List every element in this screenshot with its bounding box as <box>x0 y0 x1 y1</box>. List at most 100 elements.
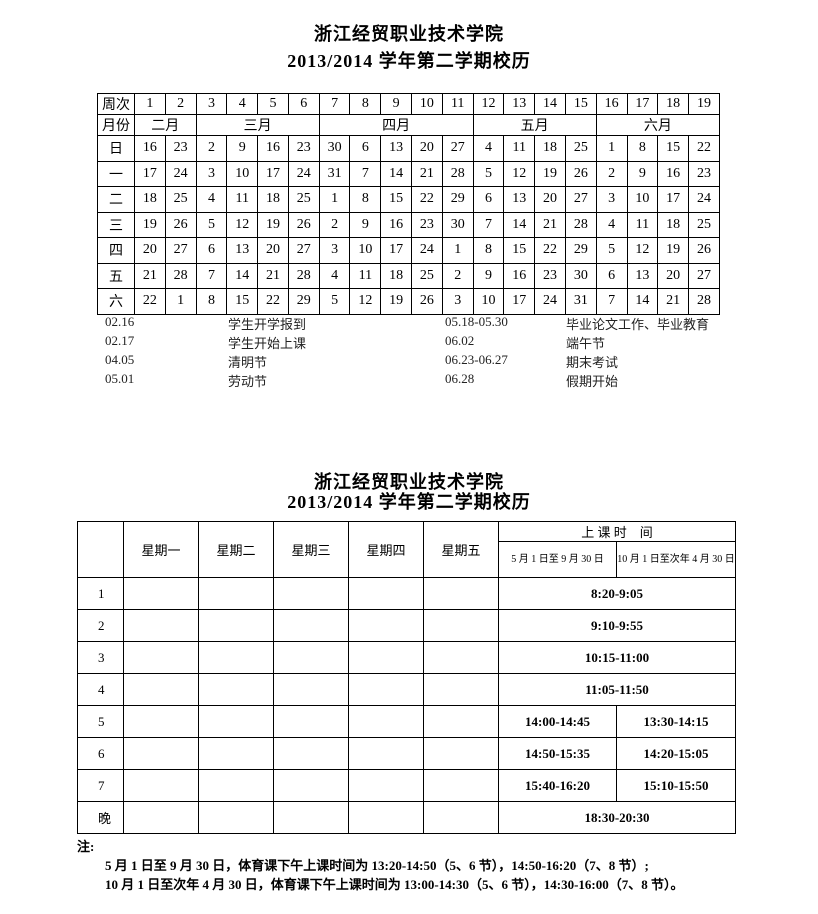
schedule-cell <box>123 609 199 642</box>
date-cell: 16 <box>503 262 536 289</box>
date-cell: 22 <box>411 186 443 213</box>
schedule-cell <box>123 673 199 706</box>
class-time: 18:30-20:30 <box>497 801 737 834</box>
date-cell: 26 <box>164 211 197 238</box>
week-number: 3 <box>195 93 228 115</box>
event-date: 04.05 <box>105 352 135 367</box>
schedule-cell <box>348 609 424 642</box>
date-cell: 20 <box>257 237 289 264</box>
date-cell: 24 <box>287 160 320 187</box>
date-cell: 16 <box>380 211 413 238</box>
date-cell: 7 <box>472 211 505 238</box>
period-row: 5 14:00-14:45 13:30-14:15 <box>77 705 737 738</box>
week-number: 6 <box>287 93 320 115</box>
event-date: 06.02 <box>445 333 475 348</box>
date-cell: 28 <box>688 288 720 315</box>
month-cell: 二月 <box>134 114 197 136</box>
date-cell: 28 <box>441 160 474 187</box>
date-cell: 18 <box>534 135 566 162</box>
date-cell: 2 <box>318 211 351 238</box>
week-row: 周次 1 2 3 4 5 6 7 8 9 10 11 12 13 14 15 16 17 18 19 <box>97 93 720 115</box>
weekday-label: 四 <box>97 237 135 264</box>
date-cell: 27 <box>287 237 320 264</box>
schedule-cell <box>423 577 499 610</box>
weekday-label: 一 <box>97 160 135 187</box>
note-line: 5 月 1 日至 9 月 30 日，体育课下午上课时间为 13:20-14:50… <box>105 858 649 873</box>
date-cell: 27 <box>688 262 720 289</box>
month-cell: 六月 <box>595 114 721 136</box>
date-cell: 16 <box>257 135 289 162</box>
schedule-cell <box>198 769 274 802</box>
date-cell: 21 <box>411 160 443 187</box>
date-cell: 30 <box>318 135 351 162</box>
date-cell: 23 <box>164 135 197 162</box>
week-number: 7 <box>318 93 351 115</box>
date-cell: 9 <box>472 262 505 289</box>
schedule-cell <box>123 737 199 770</box>
schedule-cell <box>273 673 349 706</box>
date-cell: 4 <box>595 211 628 238</box>
date-cell: 8 <box>472 237 505 264</box>
date-cell: 26 <box>688 237 720 264</box>
event-text: 劳动节 <box>228 374 268 389</box>
date-cell: 1 <box>164 288 197 315</box>
date-cell: 3 <box>595 186 628 213</box>
date-cell: 22 <box>688 135 720 162</box>
class-time: 14:50-15:35 <box>498 737 617 770</box>
date-cell: 20 <box>411 135 443 162</box>
schedule-cell <box>348 705 424 738</box>
date-cell: 2 <box>595 160 628 187</box>
period-row: 1 8:20-9:05 <box>77 577 737 610</box>
schedule-cell <box>198 673 274 706</box>
date-cell: 26 <box>411 288 443 315</box>
day-row: 一 17 24 3 10 17 24 31 7 14 21 28 5 12 19 26 2 9 16 23 <box>97 160 720 187</box>
week-number: 12 <box>472 93 505 115</box>
class-time: 8:20-9:05 <box>497 577 737 610</box>
date-cell: 8 <box>626 135 659 162</box>
date-cell: 6 <box>472 186 505 213</box>
date-cell: 1 <box>595 135 628 162</box>
date-cell: 4 <box>472 135 505 162</box>
schedule-cell <box>123 705 199 738</box>
date-cell: 18 <box>134 186 166 213</box>
date-cell: 3 <box>441 288 474 315</box>
calendar-title: 2013/2014 学年第二学期校历 <box>287 51 531 71</box>
date-cell: 21 <box>534 211 566 238</box>
period-row: 7 15:40-16:20 15:10-15:50 <box>77 769 737 802</box>
period-row: 3 10:15-11:00 <box>77 641 737 674</box>
date-cell: 18 <box>657 211 690 238</box>
date-cell: 28 <box>164 262 197 289</box>
schedule-cell <box>348 737 424 770</box>
period-label: 1 <box>77 577 124 610</box>
event-date: 06.28 <box>445 371 475 386</box>
event-text: 期末考试 <box>566 355 619 370</box>
schedule-cell <box>123 641 199 674</box>
schedule-cell <box>423 673 499 706</box>
date-cell: 25 <box>411 262 443 289</box>
date-cell: 13 <box>380 135 413 162</box>
day-row: 五 21 28 7 14 21 28 4 11 18 25 2 9 16 23 30 6 13 20 27 <box>97 262 720 289</box>
date-cell: 13 <box>626 262 659 289</box>
weekday-header: 星期五 <box>423 521 499 578</box>
period-winter: 10 月 1 日至次年 4 月 30 日 <box>615 541 737 578</box>
date-cell: 28 <box>287 262 320 289</box>
date-cell: 30 <box>564 262 597 289</box>
week-number: 1 <box>134 93 166 115</box>
weekday-header: 星期一 <box>123 521 199 578</box>
date-cell: 7 <box>595 288 628 315</box>
date-cell: 15 <box>503 237 536 264</box>
school-title-2: 浙江经贸职业技术学院 <box>314 472 504 492</box>
class-time: 11:05-11:50 <box>497 673 737 706</box>
period-label: 晚 <box>77 801 124 834</box>
event-text: 假期开始 <box>566 374 619 389</box>
date-cell: 10 <box>349 237 382 264</box>
week-number: 8 <box>349 93 382 115</box>
date-cell: 26 <box>287 211 320 238</box>
schedule-cell <box>348 673 424 706</box>
date-cell: 18 <box>380 262 413 289</box>
date-cell: 14 <box>626 288 659 315</box>
event-text: 学生开始上课 <box>228 336 307 351</box>
schedule-cell <box>273 641 349 674</box>
date-cell: 20 <box>534 186 566 213</box>
day-row: 四 20 27 6 13 20 27 3 10 17 24 1 8 15 22 29 5 12 19 26 <box>97 237 720 264</box>
